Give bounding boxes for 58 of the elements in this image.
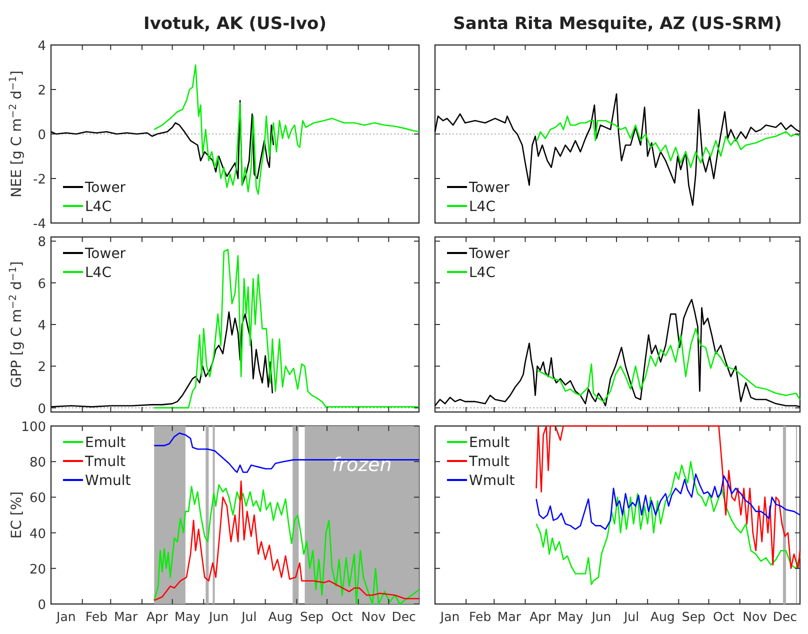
y-tick-label: 2	[38, 360, 46, 376]
x-tick-label: Aug	[650, 609, 675, 624]
y-tick-label: 20	[29, 562, 46, 578]
y-tick-label: 0	[38, 128, 46, 143]
x-tick-label: Jun	[208, 609, 229, 624]
x-tick-label: Aug	[268, 609, 293, 624]
legend-label: Tmult	[84, 454, 126, 470]
y-tick-label: -2	[33, 172, 46, 188]
legend-label: Emult	[469, 435, 510, 451]
x-tick-label: Jul	[622, 609, 640, 624]
x-tick-label: Sep	[682, 609, 706, 624]
legend-label: Tower	[468, 246, 510, 262]
y-tick-label: 4	[38, 318, 46, 334]
y-tick-label: 0	[38, 402, 46, 417]
y-axis-title: EC [%]	[9, 491, 25, 539]
x-tick-label: Feb	[85, 609, 108, 624]
legend-label: L4C	[469, 265, 496, 281]
x-tick-label: Mar	[497, 609, 522, 624]
legend-label: Tower	[468, 180, 510, 196]
x-tick-label: Nov	[742, 609, 768, 624]
y-tick-label: 0	[38, 598, 46, 613]
x-tick-label: Jan	[56, 609, 76, 624]
x-tick-label: Jun	[590, 609, 612, 624]
x-tick-label: Dec	[772, 609, 798, 624]
x-tick-label: May	[174, 609, 202, 624]
x-tick-label: Jan	[439, 609, 460, 624]
legend-label: Tower	[84, 246, 126, 262]
x-tick-label: Mar	[114, 609, 138, 624]
x-tick-label: May	[557, 609, 584, 624]
x-tick-label: Sep	[300, 609, 324, 624]
y-tick-label: -4	[33, 217, 46, 232]
x-tick-label: Oct	[331, 609, 354, 624]
x-tick-label: Feb	[469, 609, 492, 624]
legend-label: Emult	[85, 435, 126, 451]
x-tick-label: Nov	[361, 609, 386, 624]
band-label: frozen	[332, 454, 392, 476]
y-tick-label: 8	[38, 235, 46, 250]
y-tick-label: 100	[21, 420, 46, 435]
legend-label: Wmult	[85, 473, 132, 489]
legend-label: L4C	[85, 199, 112, 215]
x-tick-label: Apr	[529, 609, 552, 624]
legend-label: L4C	[469, 199, 496, 215]
y-tick-label: 4	[38, 39, 46, 54]
y-tick-label: 6	[38, 276, 46, 292]
legend-label: Wmult	[469, 473, 516, 489]
chart-title: Ivotuk, AK (US-Ivo)	[144, 14, 326, 34]
legend-label: Tower	[84, 180, 126, 196]
y-tick-label: 2	[38, 84, 46, 98]
legend-label: L4C	[85, 265, 112, 281]
y-tick-label: 40	[29, 526, 46, 542]
chart-title: Santa Rita Mesquite, AZ (US-SRM)	[453, 14, 782, 34]
y-tick-label: 60	[29, 491, 46, 506]
x-tick-label: Apr	[146, 609, 169, 624]
x-tick-label: Jul	[240, 609, 257, 624]
legend-label: Tmult	[468, 454, 510, 470]
x-tick-label: Oct	[712, 609, 735, 624]
x-tick-label: Dec	[392, 609, 416, 624]
y-tick-label: 80	[29, 456, 46, 471]
